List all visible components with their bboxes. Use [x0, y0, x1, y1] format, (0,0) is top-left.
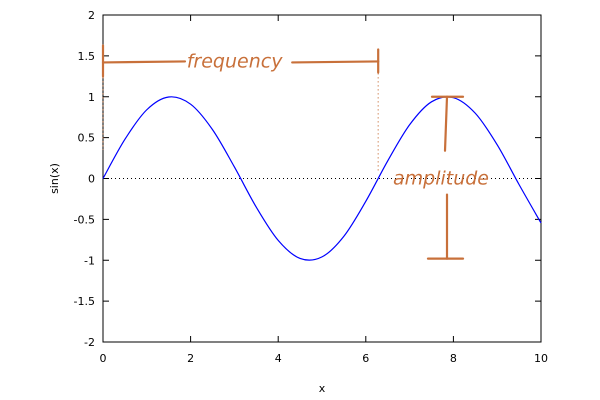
- sine-curve: [102, 96, 542, 261]
- amplitude-annotation-label: amplitude: [393, 168, 489, 190]
- y-tick-label: 1: [88, 91, 95, 104]
- x-tick-label: 10: [534, 352, 548, 365]
- frequency-annotation-label: frequency: [187, 50, 283, 72]
- y-tick-label: 0: [88, 173, 95, 186]
- x-tick-label: 0: [100, 352, 107, 365]
- y-tick-label: 2: [88, 9, 95, 22]
- x-tick-label: 8: [450, 352, 457, 365]
- ticks: 0 2 4 6 8 10 -2 -1.5 -1 -0.5 0 0.5 1 1.5 2: [74, 9, 548, 365]
- y-tick-label: -0.5: [74, 213, 95, 226]
- frequency-line-left: [101, 60, 187, 64]
- x-tick-label: 4: [275, 352, 282, 365]
- frequency-line-right: [291, 60, 380, 64]
- annotations: [101, 44, 465, 260]
- y-tick-label: 0.5: [78, 132, 96, 145]
- y-axis-label: sin(x): [48, 163, 61, 194]
- x-axis-label: x: [319, 382, 326, 395]
- amplitude-line-top: [443, 95, 449, 152]
- y-tick-label: -2: [84, 336, 95, 349]
- x-tick-label: 6: [362, 352, 369, 365]
- y-tick-label: -1: [84, 254, 95, 267]
- series-layer: [102, 96, 542, 261]
- y-tick-label: 1.5: [78, 50, 96, 63]
- x-tick-label: 2: [187, 352, 194, 365]
- y-tick-label: -1.5: [74, 295, 95, 308]
